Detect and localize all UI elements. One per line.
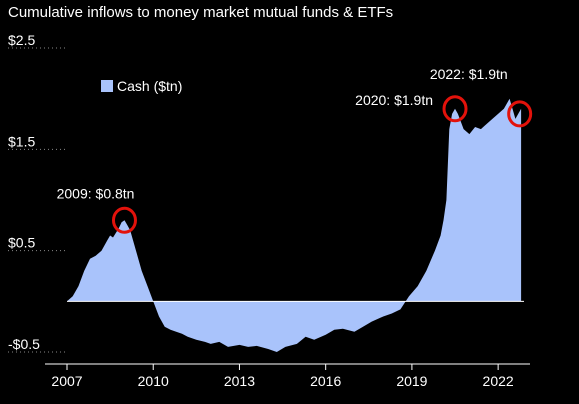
y-tick-label: $1.5: [8, 133, 35, 149]
annotation-label: 2022: $1.9tn: [430, 66, 508, 82]
annotations: 2009: $0.8tn 2020: $1.9tn 2022: $1.9tn: [57, 66, 533, 234]
x-axis: 2007 2010 2013 2016 2019 2022: [51, 364, 514, 389]
highlight-circle: [442, 95, 468, 123]
x-tick-label: 2019: [396, 373, 427, 389]
legend-swatch: [101, 80, 113, 92]
y-tick-label: -$0.5: [8, 336, 40, 352]
x-tick-label: 2007: [51, 373, 82, 389]
highlight-circle: [507, 100, 533, 128]
x-tick-label: 2013: [224, 373, 255, 389]
x-tick-label: 2016: [310, 373, 341, 389]
y-axis: $2.5 $1.5 $0.5 -$0.5: [8, 32, 65, 353]
annotation-label: 2020: $1.9tn: [355, 92, 433, 108]
annotation-label: 2009: $0.8tn: [57, 185, 135, 201]
chart-title: Cumulative inflows to money market mutua…: [8, 4, 394, 21]
y-tick-label: $0.5: [8, 235, 35, 251]
x-tick-label: 2022: [483, 373, 514, 389]
y-tick-label: $2.5: [8, 32, 35, 48]
highlight-circle: [111, 206, 137, 234]
x-tick-label: 2010: [138, 373, 169, 389]
legend: Cash ($tn): [101, 78, 182, 94]
legend-label: Cash ($tn): [117, 78, 182, 94]
